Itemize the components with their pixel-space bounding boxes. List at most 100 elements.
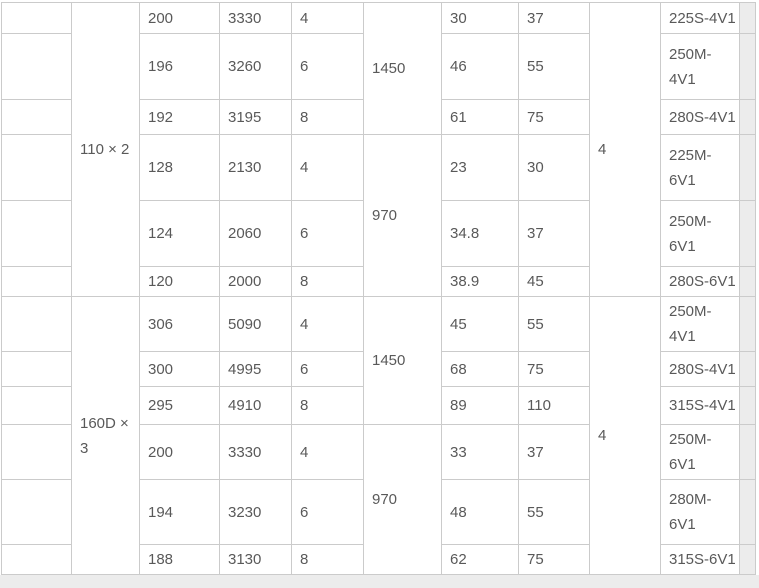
data-cell-c3: 8 [291,544,364,575]
data-cell-c4: 34.8 [441,200,519,267]
data-cell-c5: 45 [518,266,590,297]
data-cell-c5: 55 [518,33,590,100]
data-cell-c1: 200 [139,424,220,480]
data-cell-c5: 55 [518,296,590,352]
data-cell-c4: 61 [441,99,519,135]
data-cell-c4: 46 [441,33,519,100]
data-cell-c3: 8 [291,99,364,135]
model-cell: 315S-4V1 [660,386,740,425]
sliver-cell [739,266,756,297]
data-cell-c5: 37 [518,2,590,34]
data-cell-c4: 30 [441,2,519,34]
data-cell-c3: 8 [291,266,364,297]
rpm-cell: 970 [363,424,442,575]
model-cell: 280S-6V1 [660,266,740,297]
data-cell-c3: 4 [291,296,364,352]
data-cell-c1: 200 [139,2,220,34]
data-cell-c3: 4 [291,424,364,480]
data-cell-c1: 295 [139,386,220,425]
table-row: 160D × 3 306 5090 4 1450 45 55 4 250M- 4V1 [1,296,756,575]
sliver-cell [739,99,756,135]
data-cell-c5: 30 [518,134,590,201]
model-cell: 250M- 4V1 [660,296,740,352]
table-row: 295 4910 8 89 110 315S-4V1 [1,386,756,425]
data-cell-c3: 4 [291,2,364,34]
spec-table-body: 110 × 2 200 3330 4 1450 30 37 4 225S-4V1 196 3260 6… [1,2,756,575]
model-cell: 315S-6V1 [660,544,740,575]
data-cell-c2: 2000 [219,266,292,297]
blank-cell [1,134,72,201]
table-row: 196 3260 6 46 55 250M- 4V1 [1,33,756,100]
table-row: 194 3230 6 48 55 280M- 6V1 [1,479,756,545]
data-cell-c3: 6 [291,479,364,545]
data-cell-c3: 8 [291,386,364,425]
data-cell-c4: 68 [441,351,519,387]
model-cell: 250M- 6V1 [660,200,740,267]
data-cell-c4: 62 [441,544,519,575]
blank-cell [1,296,72,352]
data-cell-c2: 3195 [219,99,292,135]
table-row: 300 4995 6 68 75 280S-4V1 [1,351,756,387]
data-cell-c4: 45 [441,296,519,352]
data-cell-c1: 188 [139,544,220,575]
sliver-cell [739,200,756,267]
data-cell-c5: 55 [518,479,590,545]
data-cell-c1: 306 [139,296,220,352]
sliver-cell [739,424,756,480]
sliver-cell [739,479,756,545]
spec-table: 110 × 2 200 3330 4 1450 30 37 4 225S-4V1 196 3260 6… [1,2,756,575]
data-cell-c2: 3330 [219,2,292,34]
blank-cell [1,200,72,267]
data-cell-c2: 2060 [219,200,292,267]
table-row: 128 2130 4 970 23 30 225M- 6V1 [1,134,756,297]
data-cell-c1: 192 [139,99,220,135]
sliver-cell [739,33,756,100]
blank-cell [1,479,72,545]
data-cell-c1: 128 [139,134,220,201]
data-cell-c3: 6 [291,33,364,100]
data-cell-c2: 4910 [219,386,292,425]
table-row: 120 2000 8 38.9 45 280S-6V1 [1,266,756,297]
group-label-cell: 160D × 3 [71,296,140,575]
data-cell-c5: 37 [518,200,590,267]
data-cell-c1: 194 [139,479,220,545]
data-cell-c5: 110 [518,386,590,425]
poles-cell: 4 [589,2,661,297]
data-cell-c4: 48 [441,479,519,545]
data-cell-c4: 33 [441,424,519,480]
bottom-strip [0,575,759,588]
model-cell: 280S-4V1 [660,99,740,135]
data-cell-c5: 37 [518,424,590,480]
data-cell-c3: 4 [291,134,364,201]
data-cell-c3: 6 [291,200,364,267]
model-cell: 250M- 6V1 [660,424,740,480]
sliver-cell [739,134,756,201]
blank-cell [1,33,72,100]
table-row: 124 2060 6 34.8 37 250M- 6V1 [1,200,756,267]
blank-cell [1,99,72,135]
sliver-cell [739,296,756,352]
data-cell-c2: 5090 [219,296,292,352]
data-cell-c4: 89 [441,386,519,425]
table-row: 188 3130 8 62 75 315S-6V1 [1,544,756,575]
blank-cell [1,266,72,297]
rpm-cell: 1450 [363,2,442,135]
sliver-cell [739,351,756,387]
data-cell-c2: 4995 [219,351,292,387]
sliver-cell [739,386,756,425]
model-cell: 280M- 6V1 [660,479,740,545]
blank-cell [1,2,72,34]
data-cell-c2: 3130 [219,544,292,575]
data-cell-c5: 75 [518,351,590,387]
data-cell-c4: 23 [441,134,519,201]
data-cell-c2: 3260 [219,33,292,100]
blank-cell [1,386,72,425]
model-cell: 250M- 4V1 [660,33,740,100]
model-cell: 225M- 6V1 [660,134,740,201]
data-cell-c2: 2130 [219,134,292,201]
group-label-cell: 110 × 2 [71,2,140,297]
blank-cell [1,351,72,387]
data-cell-c1: 124 [139,200,220,267]
rpm-cell: 970 [363,134,442,297]
